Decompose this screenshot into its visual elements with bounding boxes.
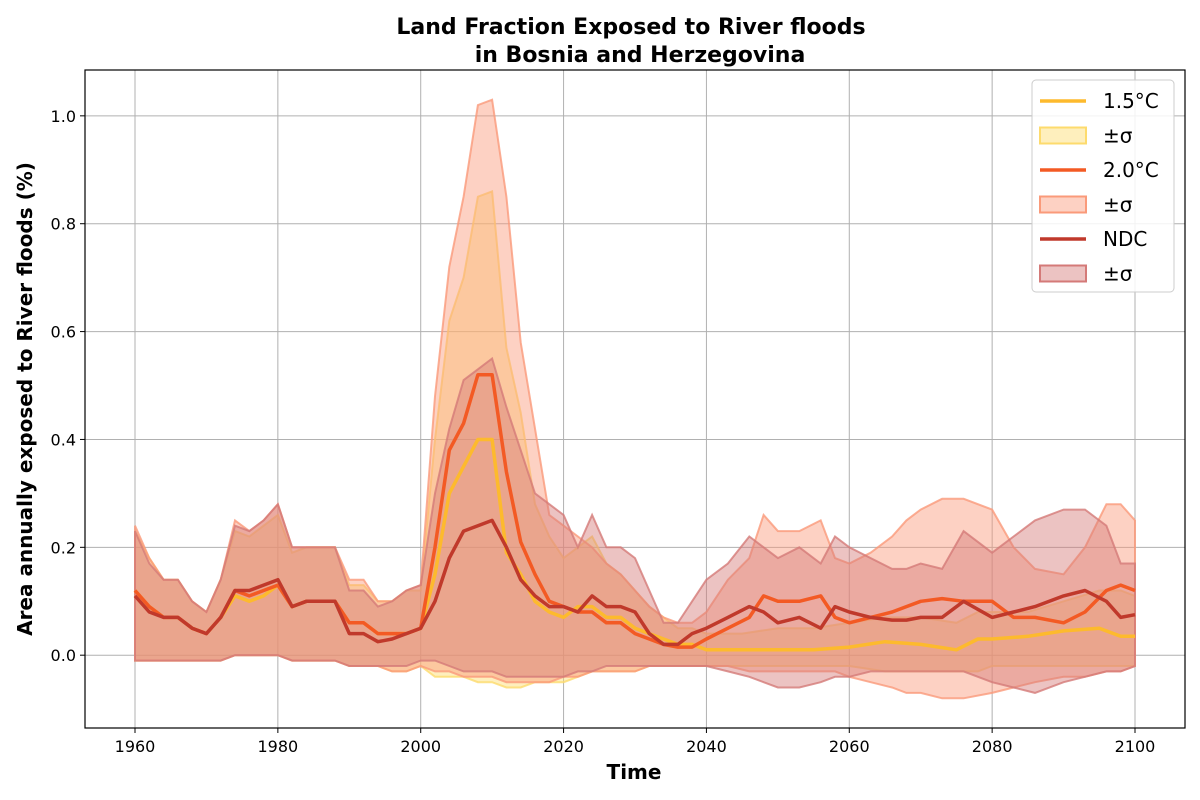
x-axis-ticks: 1960 1980 2000 2020 2040 2060 2080 2100: [115, 728, 1156, 756]
legend-band-2-0-c: [1039, 195, 1087, 214]
band-ndc: [134, 356, 1136, 694]
x-tick-label: 2020: [543, 737, 584, 756]
series-lines: [133, 372, 1136, 652]
x-tick-label: 2100: [1115, 737, 1156, 756]
legend-label: 1.5°C: [1103, 89, 1159, 113]
x-tick-label: 2040: [686, 737, 727, 756]
y-tick-label: 1.0: [51, 107, 76, 126]
legend-label: ±σ: [1103, 262, 1133, 286]
x-tick-label: 2000: [400, 737, 441, 756]
legend-label: 2.0°C: [1103, 158, 1159, 182]
line-1-5-c: [133, 437, 1135, 652]
legend-label: NDC: [1103, 227, 1147, 251]
y-tick-label: 0.8: [51, 215, 76, 234]
legend-label: ±σ: [1103, 124, 1133, 148]
y-tick-label: 0.6: [51, 323, 76, 342]
x-tick-label: 1980: [257, 737, 298, 756]
x-tick-label: 2080: [972, 737, 1013, 756]
plot-frame: [84, 69, 1186, 729]
legend-label: ±σ: [1103, 193, 1133, 217]
legend-band-1-5-c: [1039, 126, 1087, 145]
legend-band-ndc: [1039, 264, 1087, 283]
y-axis-label: Area annually exposed to River floods (%…: [13, 162, 37, 636]
uncertainty-bands: [134, 98, 1136, 700]
chart-subtitle: in Bosnia and Herzegovina: [475, 43, 806, 68]
legend: 1.5°C ±σ 2.0°C ±σ NDC ±σ: [1031, 79, 1175, 293]
y-tick-label: 0.4: [51, 430, 76, 449]
x-tick-label: 1960: [115, 737, 156, 756]
y-tick-label: 0.0: [51, 646, 76, 665]
chart-title: Land Fraction Exposed to River floods: [396, 15, 865, 40]
line-ndc: [133, 518, 1136, 647]
x-tick-label: 2060: [829, 737, 870, 756]
x-axis-label: Time: [607, 760, 662, 784]
y-tick-label: 0.2: [51, 538, 76, 557]
y-axis-ticks: 0.0 0.2 0.4 0.6 0.8 1.0: [51, 107, 85, 665]
